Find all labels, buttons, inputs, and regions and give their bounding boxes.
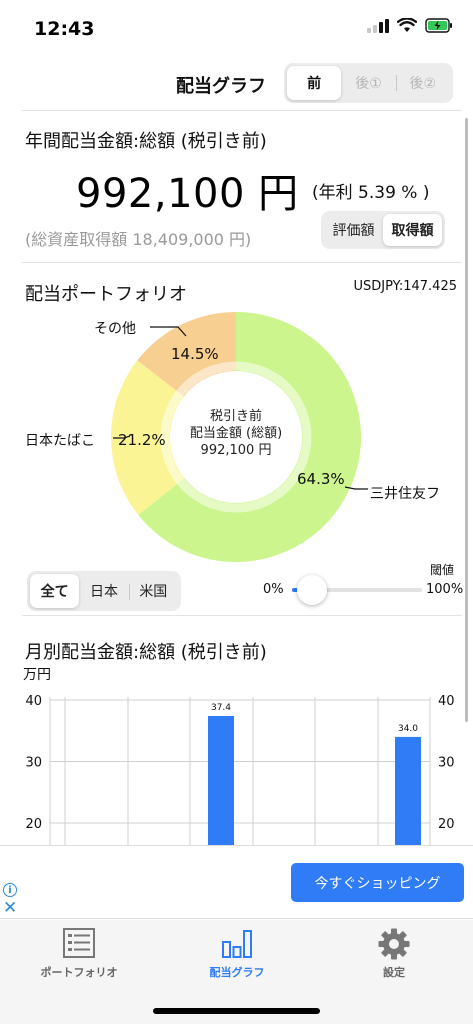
segment-after-1[interactable]: 後① [355, 76, 382, 92]
divider [22, 262, 462, 263]
slice-name-mitsui: 三井住友フ [370, 486, 440, 502]
fx-rate: USDJPY:147.425 [353, 279, 457, 294]
tab-dividend-graph-label: 配当グラフ [209, 966, 265, 979]
status-icons [367, 18, 453, 33]
threshold-slider-thumb[interactable] [297, 575, 327, 605]
y-axis-unit: 万円 [23, 667, 51, 683]
ad-banner: i ✕ 今すぐショッピング [0, 845, 473, 919]
threshold-label: 閾値 [430, 563, 455, 577]
donut-center-line3: 992,100 円 [200, 443, 272, 458]
y-tick-right: 40 [438, 694, 455, 709]
leader-line-jt [113, 435, 131, 439]
leader-line-other [150, 326, 187, 337]
annual-dividend-amount: 992,100 円 [76, 171, 299, 217]
divider [22, 615, 462, 616]
segment-acquisition-cost[interactable]: 取得額 [383, 214, 442, 246]
segment-us[interactable]: 米国 [128, 574, 178, 608]
gear-icon [378, 928, 410, 960]
threshold-max-label: 100% [426, 582, 464, 597]
bar[interactable] [395, 736, 421, 846]
valuation-basis-control: 評価額 取得額 [321, 211, 445, 249]
scroll-indicator [465, 118, 468, 722]
y-tick-right: 20 [438, 817, 455, 832]
y-tick-right: 30 [438, 756, 455, 771]
tab-bar: ポートフォリオ 配当グラフ 設定 [0, 920, 473, 1024]
donut-inner-ring [160, 361, 312, 513]
wifi-icon [397, 18, 417, 32]
tab-portfolio[interactable]: ポートフォリオ [0, 920, 158, 990]
y-tick-left: 30 [25, 756, 42, 771]
ad-info-icon[interactable]: i [3, 883, 17, 897]
slice-label-jt: 21.2% [118, 431, 166, 449]
scenario-segmented-control: 前 後① 後② [284, 63, 453, 103]
donut-center-line2: 配当金額 (総額) [189, 426, 283, 441]
leader-line-mitsui [344, 486, 368, 490]
tab-settings-label: 設定 [383, 966, 405, 979]
slice-label-mitsui: 64.3% [297, 470, 345, 488]
tab-portfolio-label: ポートフォリオ [40, 966, 118, 979]
divider [22, 110, 462, 111]
slice-name-other: その他 [94, 321, 136, 337]
segment-market-value[interactable]: 評価額 [332, 223, 375, 239]
total-acquisition-cost: (総資産取得額 18,409,000 円) [25, 230, 252, 249]
region-filter-control: 全て 日本 米国 [27, 571, 181, 611]
annual-dividend-title: 年間配当金額:総額 (税引き前) [25, 131, 267, 152]
battery-charging-icon [425, 18, 452, 33]
monthly-bar-chart: 40403030202013.937.412.734.0 [25, 694, 455, 846]
portfolio-donut-chart [110, 312, 368, 562]
portfolio-title: 配当ポートフォリオ [25, 284, 187, 305]
segment-after-2[interactable]: 後② [395, 66, 450, 100]
segment-before[interactable]: 前 [287, 66, 342, 100]
home-indicator [153, 1008, 320, 1014]
cellular-signal-icon [367, 18, 389, 33]
bar-value-label: 34.0 [398, 724, 418, 734]
tab-dividend-graph[interactable]: 配当グラフ [158, 920, 316, 990]
bar[interactable] [208, 715, 234, 846]
ad-close-icon[interactable]: ✕ [3, 898, 18, 918]
monthly-dividend-title: 月別配当金額:総額 (税引き前) [25, 642, 267, 663]
tab-settings[interactable]: 設定 [315, 920, 473, 990]
nav-title: 配当グラフ [176, 76, 266, 97]
status-bar: 12:43 [0, 0, 473, 56]
slice-label-other: 14.5% [171, 345, 219, 363]
y-tick-left: 20 [25, 817, 42, 832]
status-time: 12:43 [34, 18, 95, 40]
donut-hole [173, 374, 299, 500]
bar-chart-icon [222, 930, 252, 958]
donut-center-line1: 税引き前 [209, 409, 262, 424]
segment-japan[interactable]: 日本 [89, 584, 118, 600]
donut-center-label: 税引き前 配当金額 (総額) 992,100 円 [176, 408, 296, 459]
threshold-min-label: 0% [263, 582, 284, 597]
annual-yield: (年利 5.39 % ) [312, 183, 430, 203]
donut-slice-other[interactable] [137, 312, 236, 397]
bar-value-label: 37.4 [211, 703, 231, 713]
segment-all[interactable]: 全て [30, 574, 80, 608]
list-icon [63, 928, 95, 958]
ad-shop-button[interactable]: 今すぐショッピング [291, 863, 464, 902]
slice-name-jt: 日本たばこ [25, 433, 95, 449]
donut-slice-jt[interactable] [110, 360, 185, 515]
y-tick-left: 40 [25, 694, 42, 709]
